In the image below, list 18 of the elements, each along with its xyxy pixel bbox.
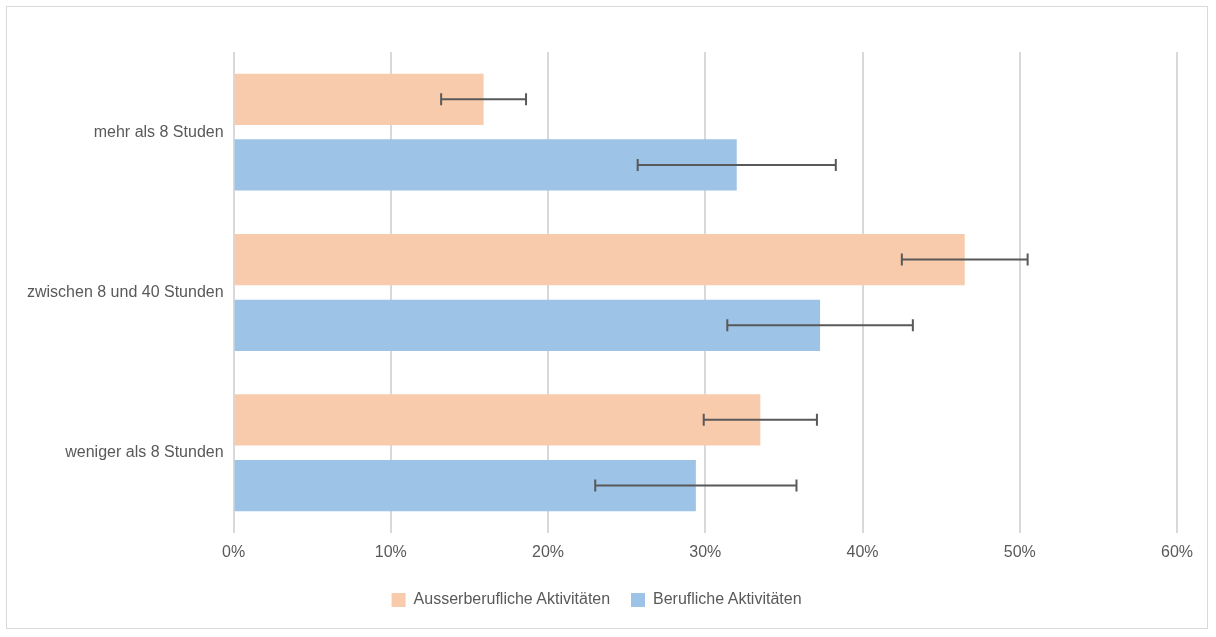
bar bbox=[234, 394, 761, 446]
legend-label: Ausserberufliche Aktivitäten bbox=[413, 590, 611, 608]
legend-label: Berufliche Aktivitäten bbox=[653, 590, 802, 608]
bar bbox=[234, 73, 484, 125]
x-tick-label: 0% bbox=[222, 542, 246, 560]
bar bbox=[234, 299, 821, 351]
y-tick-label: mehr als 8 Studen bbox=[93, 122, 224, 140]
x-tick-label: 30% bbox=[689, 542, 722, 560]
x-tick-label: 40% bbox=[846, 542, 879, 560]
bar bbox=[234, 139, 737, 191]
bar bbox=[234, 459, 696, 512]
y-tick-label: weniger als 8 Stunden bbox=[64, 443, 224, 461]
x-tick-label: 10% bbox=[374, 542, 407, 560]
x-tick-label: 50% bbox=[1003, 542, 1036, 560]
x-tick-label: 60% bbox=[1160, 542, 1194, 560]
y-tick-label: zwischen 8 und 40 Stunden bbox=[26, 282, 224, 300]
x-tick-label: 20% bbox=[532, 542, 565, 560]
bar bbox=[234, 233, 965, 286]
